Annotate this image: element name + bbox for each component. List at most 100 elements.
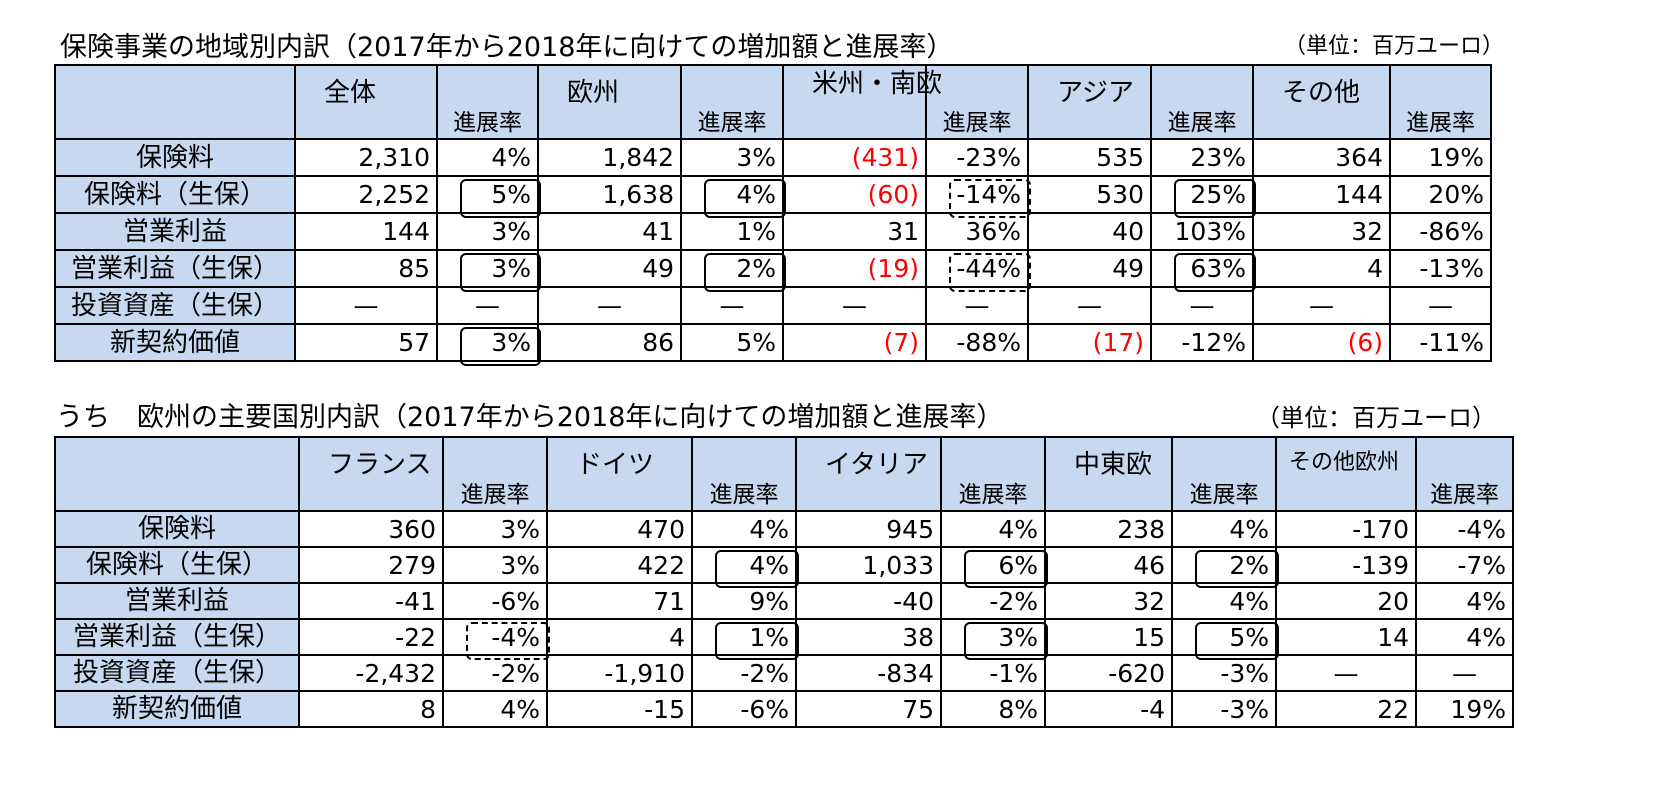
cell-text: -41 — [395, 586, 436, 616]
value-cell: -4 — [1044, 690, 1173, 728]
cell-text: 14 — [1377, 622, 1409, 652]
rate-header: 進展率 — [1389, 64, 1492, 140]
rate-cell: 4% — [436, 138, 539, 177]
cell-text: (6) — [1347, 328, 1383, 357]
cell-text: — — [597, 291, 622, 320]
cell-text: 38 — [902, 622, 934, 652]
cell-text: 32 — [1351, 217, 1383, 246]
rate-header: 進展率 — [940, 436, 1046, 512]
cell-text: 364 — [1335, 143, 1383, 172]
table-row: 営業利益 144 3% 41 1% 31 36% 40 103% 32 -86% — [54, 212, 1492, 251]
value-cell: -2,432 — [298, 654, 444, 692]
cell-text: -15 — [644, 694, 685, 724]
cell-text: 5% — [1229, 622, 1269, 652]
value-cell: -620 — [1044, 654, 1173, 692]
value-cell: 14 — [1275, 618, 1417, 656]
rate-cell: 4% — [1415, 582, 1514, 620]
table-header-row: フランス 進展率 ドイツ 進展率 イタリア 進展率 中東欧 進展率 その他欧州 … — [54, 436, 1514, 512]
row-label: 新契約価値 — [54, 690, 300, 728]
value-cell: 1,842 — [537, 138, 682, 177]
cell-text: 19% — [1450, 694, 1506, 724]
cell-text: 238 — [1117, 514, 1165, 544]
cell-text: 470 — [637, 514, 685, 544]
value-cell: — — [1027, 286, 1152, 325]
value-cell: 32 — [1252, 212, 1391, 251]
cell-text: 945 — [886, 514, 934, 544]
cell-text: -170 — [1352, 514, 1409, 544]
row-label: 新契約価値 — [54, 323, 296, 362]
rate-header: 進展率 — [680, 64, 784, 140]
table-row: 営業利益 -41 -6% 71 9% -40 -2% 32 4% 20 4% — [54, 582, 1514, 620]
header-corner — [54, 436, 300, 512]
cell-text: 5% — [491, 180, 531, 209]
cell-text: 422 — [637, 550, 685, 580]
row-label: 保険料（生保） — [54, 175, 296, 214]
cell-text: 3% — [736, 143, 776, 172]
cell-text: — — [1428, 291, 1453, 320]
cell-text: -2% — [989, 586, 1038, 616]
cell-text: -6% — [740, 694, 789, 724]
cell-text: 3% — [998, 622, 1038, 652]
cell-text: -4 — [1140, 694, 1165, 724]
value-cell: 470 — [546, 510, 693, 548]
value-cell: 71 — [546, 582, 693, 620]
group-header: その他欧州 — [1275, 436, 1416, 512]
rate-cell: -13% — [1389, 249, 1492, 288]
rate-cell: 2% — [680, 249, 786, 292]
cell-text: -3% — [1220, 694, 1269, 724]
cell-text: 8% — [998, 694, 1038, 724]
rate-cell: 5% — [680, 323, 784, 362]
cell-text: 1,638 — [602, 180, 674, 209]
rate-cell: — — [925, 286, 1029, 325]
value-cell: -139 — [1275, 546, 1417, 584]
rate-cell: -6% — [691, 690, 797, 728]
value-cell: 945 — [795, 510, 942, 548]
rate-cell: 3% — [436, 249, 541, 292]
value-cell: -834 — [795, 654, 942, 692]
table-row: 保険料（生保） 279 3% 422 4% 1,033 6% 46 2% -139 -7% — [54, 546, 1514, 588]
table1-unit: （単位：百万ユーロ） — [1284, 34, 1505, 59]
value-cell: 20 — [1275, 582, 1417, 620]
cell-text: 36% — [965, 217, 1021, 246]
cell-text: — — [1077, 291, 1102, 320]
rate-cell: 4% — [1415, 618, 1514, 656]
cell-text: 6% — [998, 550, 1038, 580]
value-cell: — — [782, 286, 927, 325]
group-header: イタリア — [795, 436, 941, 512]
value-cell: (7) — [782, 323, 927, 362]
cell-text: (7) — [883, 328, 919, 357]
rate-cell: 63% — [1150, 249, 1256, 292]
table-row: 新契約価値 57 3% 86 5% (7) -88% (17) -12% (6) -11% — [54, 323, 1492, 366]
cell-text: — — [1189, 291, 1215, 320]
cell-text: 22 — [1377, 694, 1409, 724]
value-cell: 57 — [294, 323, 438, 362]
cell-text: 4% — [998, 514, 1038, 544]
value-cell: (60) — [782, 175, 927, 214]
value-cell: 8 — [298, 690, 444, 728]
cell-text: 1,842 — [602, 143, 674, 172]
cell-text: 279 — [388, 550, 436, 580]
cell-text: 2,252 — [358, 180, 430, 209]
cell-text: 32 — [1133, 586, 1165, 616]
cell-text: 86 — [642, 328, 674, 357]
row-label: 保険料（生保） — [54, 546, 300, 584]
cell-text: (60) — [867, 180, 919, 209]
cell-text: (431) — [851, 143, 919, 172]
rate-header: 進展率 — [436, 64, 539, 140]
cell-text: -2,432 — [355, 658, 436, 688]
rate-cell: -4% — [1415, 510, 1514, 548]
cell-text: 2% — [736, 254, 776, 283]
rate-cell: 1% — [691, 618, 799, 660]
value-cell: — — [537, 286, 682, 325]
cell-text: 4% — [500, 694, 540, 724]
cell-text: 530 — [1096, 180, 1144, 209]
table-row: 営業利益（生保） 85 3% 49 2% (19) -44% 49 63% 4 -13% — [54, 249, 1492, 292]
cell-text: -11% — [1419, 328, 1484, 357]
cell-text: 144 — [382, 217, 430, 246]
value-cell: 49 — [537, 249, 682, 288]
cell-text: — — [1452, 658, 1477, 688]
table-row: 保険料（生保） 2,252 5% 1,638 4% (60) -14% 530 25% 144 20… — [54, 175, 1492, 218]
cell-text: 4% — [1229, 586, 1269, 616]
cell-text: 25% — [1190, 180, 1246, 209]
rate-cell: 25% — [1150, 175, 1256, 218]
